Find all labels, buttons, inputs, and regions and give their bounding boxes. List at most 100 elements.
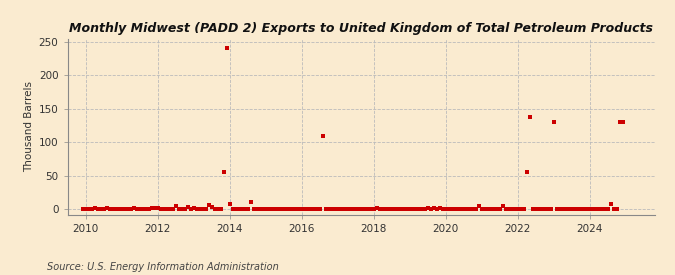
Point [516, 207, 526, 211]
Point [242, 207, 253, 211]
Point [125, 207, 136, 211]
Point [605, 202, 616, 207]
Point [396, 207, 406, 211]
Point [603, 207, 614, 211]
Point [128, 206, 139, 211]
Point [215, 207, 226, 211]
Point [462, 207, 472, 211]
Point [522, 169, 533, 174]
Point [227, 207, 238, 211]
Point [423, 206, 433, 211]
Point [311, 207, 322, 211]
Point [435, 206, 446, 211]
Point [549, 120, 560, 124]
Point [524, 115, 535, 120]
Point [338, 207, 349, 211]
Point [483, 207, 493, 211]
Point [155, 207, 166, 211]
Point [489, 207, 500, 211]
Point [537, 207, 547, 211]
Point [146, 206, 157, 210]
Point [245, 200, 256, 205]
Point [86, 207, 97, 211]
Point [254, 207, 265, 211]
Point [257, 207, 268, 211]
Point [212, 207, 223, 211]
Point [485, 207, 496, 211]
Point [332, 207, 343, 211]
Point [290, 207, 301, 211]
Point [89, 206, 100, 211]
Point [612, 207, 622, 211]
Point [614, 120, 625, 124]
Point [576, 207, 587, 211]
Point [348, 207, 358, 211]
Point [77, 207, 88, 211]
Point [419, 207, 430, 211]
Text: Source: U.S. Energy Information Administration: Source: U.S. Energy Information Administ… [47, 262, 279, 272]
Point [383, 207, 394, 211]
Point [275, 207, 286, 211]
Point [203, 203, 214, 207]
Point [369, 207, 379, 211]
Point [591, 207, 601, 211]
Point [593, 207, 604, 211]
Point [470, 207, 481, 211]
Point [504, 207, 514, 211]
Point [587, 207, 598, 211]
Point [176, 207, 187, 211]
Point [425, 207, 436, 211]
Point [288, 207, 298, 211]
Point [599, 207, 610, 211]
Point [263, 207, 274, 211]
Point [167, 207, 178, 211]
Point [95, 207, 106, 211]
Point [200, 207, 211, 211]
Point [467, 207, 478, 211]
Point [344, 207, 355, 211]
Point [531, 207, 541, 211]
Point [236, 207, 247, 211]
Point [527, 207, 538, 211]
Point [315, 207, 325, 211]
Point [545, 207, 556, 211]
Point [152, 206, 163, 211]
Point [437, 207, 448, 211]
Point [558, 207, 568, 211]
Point [308, 207, 319, 211]
Point [173, 207, 184, 211]
Point [356, 207, 367, 211]
Point [104, 207, 115, 211]
Point [191, 207, 202, 211]
Point [140, 207, 151, 211]
Point [551, 207, 562, 211]
Point [564, 207, 574, 211]
Point [404, 207, 415, 211]
Point [402, 207, 412, 211]
Point [116, 207, 127, 211]
Point [365, 207, 376, 211]
Point [251, 207, 262, 211]
Point [539, 207, 550, 211]
Point [194, 207, 205, 211]
Point [239, 207, 250, 211]
Point [164, 207, 175, 211]
Point [323, 207, 334, 211]
Point [572, 207, 583, 211]
Point [362, 207, 373, 211]
Point [131, 207, 142, 211]
Point [221, 46, 232, 50]
Point [386, 207, 397, 211]
Point [500, 207, 511, 211]
Point [119, 207, 130, 211]
Point [272, 207, 283, 211]
Point [261, 207, 271, 211]
Point [326, 207, 337, 211]
Point [389, 207, 400, 211]
Point [618, 120, 628, 124]
Point [392, 207, 403, 211]
Point [413, 207, 424, 211]
Point [477, 207, 487, 211]
Point [518, 207, 529, 211]
Point [284, 207, 295, 211]
